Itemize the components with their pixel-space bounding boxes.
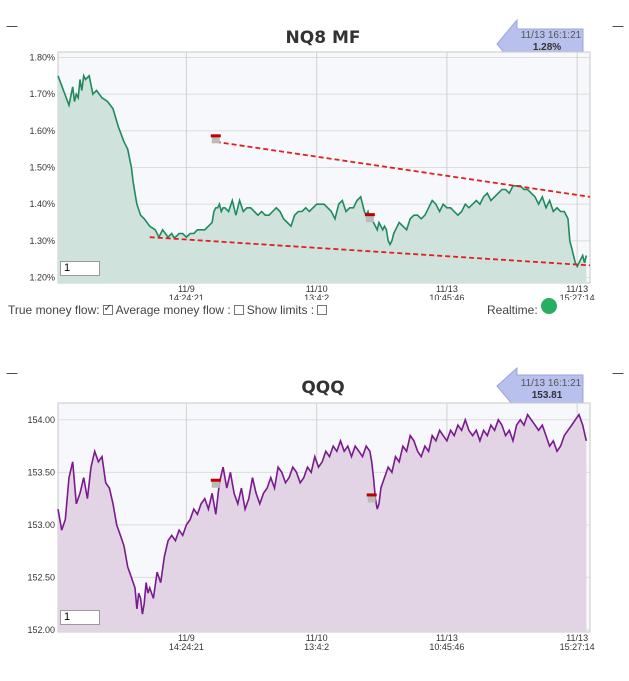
x-tick-date: 11/9 <box>178 633 195 643</box>
show-limits-label: Show limits : <box>246 303 315 317</box>
chart-title: QQQ <box>301 378 344 398</box>
marker <box>210 478 221 482</box>
y-tick-label: 1.70% <box>29 89 55 99</box>
x-tick-date: 11/9 <box>178 284 195 294</box>
y-tick-label: 1.60% <box>29 126 55 136</box>
x-tick-date: 11/13 <box>566 284 588 294</box>
markers <box>210 478 377 503</box>
trend-line <box>149 236 591 267</box>
y-tick-label: 1.80% <box>29 53 55 63</box>
true-money-flow-checkbox[interactable] <box>102 303 113 315</box>
badge-value: 153.81 <box>532 390 563 401</box>
badge-time: 11/13 16:1:21 <box>521 378 582 389</box>
true-money-flow-label: True money flow: <box>8 303 100 317</box>
x-tick-date: 11/10 <box>306 633 328 643</box>
corner-dash-left: — <box>6 366 18 380</box>
series-line <box>57 412 588 615</box>
markers <box>210 134 375 223</box>
realtime-label: Realtime: <box>487 303 538 317</box>
x-tick-time: 13:4:2 <box>304 642 329 652</box>
marker-shadow <box>211 135 220 144</box>
chart-input-box[interactable]: 1 <box>60 261 100 276</box>
series-area <box>58 75 587 283</box>
y-tick-label: 154.00 <box>27 415 55 425</box>
x-tick-time: 14:24:21 <box>169 642 204 652</box>
y-tick-label: 1.30% <box>29 236 55 246</box>
marker <box>210 134 221 138</box>
marker-shadow <box>211 479 220 488</box>
y-tick-label: 152.50 <box>27 572 55 582</box>
y-axis-ticks: 1.80% 1.70% 1.60% 1.50% 1.40% 1.30% 1.20% <box>29 53 55 283</box>
y-tick-label: 152.00 <box>27 625 55 635</box>
average-money-flow-checkbox[interactable] <box>233 305 244 315</box>
badge-value: 1.28% <box>533 42 561 53</box>
y-tick-label: 1.50% <box>29 163 55 173</box>
money-flow-controls: True money flow: Average money flow : Sh… <box>8 303 330 317</box>
trend-line <box>215 140 591 198</box>
marker <box>366 493 377 497</box>
trend-lines <box>149 140 591 267</box>
y-tick-label: 153.50 <box>27 467 55 477</box>
x-tick-time: 14:24:21 <box>169 293 204 300</box>
series-area <box>58 414 587 632</box>
y-tick-label: 1.40% <box>29 199 55 209</box>
chart-title: NQ8 MF <box>286 28 361 48</box>
x-tick-time: 10:45:46 <box>429 293 464 300</box>
badge-time: 11/13 16:1:21 <box>521 30 582 41</box>
series-line <box>57 73 588 269</box>
corner-dash-right: — <box>612 19 624 33</box>
x-tick-time: 15:27:14 <box>560 293 595 300</box>
chart-input-box[interactable]: 1 <box>60 610 100 625</box>
corner-dash-right: — <box>612 366 624 380</box>
x-axis-ticks: 11/914:24:2111/1013:4:211/1310:45:4611/1… <box>169 284 595 300</box>
y-tick-label: 153.00 <box>27 520 55 530</box>
x-tick-time: 10:45:46 <box>429 642 464 652</box>
y-tick-label: 1.20% <box>29 273 55 283</box>
x-tick-date: 11/13 <box>436 284 458 294</box>
x-axis-ticks: 11/914:24:2111/1013:4:211/1310:45:4611/1… <box>169 633 595 652</box>
corner-dash-left: — <box>6 19 18 33</box>
x-tick-date: 11/10 <box>306 284 328 294</box>
show-limits-checkbox[interactable] <box>317 305 328 315</box>
marker-shadow <box>367 494 376 503</box>
x-tick-time: 13:4:2 <box>304 293 329 300</box>
marker-shadow <box>365 214 374 223</box>
average-money-flow-label: Average money flow : <box>115 303 231 317</box>
qqq-chart: — — QQQ 11/13 16:1:21 153.81 154.00 153.5… <box>6 366 624 652</box>
x-tick-date: 11/13 <box>436 633 458 643</box>
realtime-indicator[interactable] <box>541 298 557 314</box>
x-tick-time: 15:27:14 <box>560 642 595 652</box>
marker <box>364 213 375 217</box>
y-axis-ticks: 154.00 153.50 153.00 152.50 152.00 <box>27 415 55 635</box>
nq8-mf-chart: — — NQ8 MF 11/13 16:1:21 1.28% 1.80% 1.70… <box>6 18 624 300</box>
x-tick-date: 11/13 <box>566 633 588 643</box>
